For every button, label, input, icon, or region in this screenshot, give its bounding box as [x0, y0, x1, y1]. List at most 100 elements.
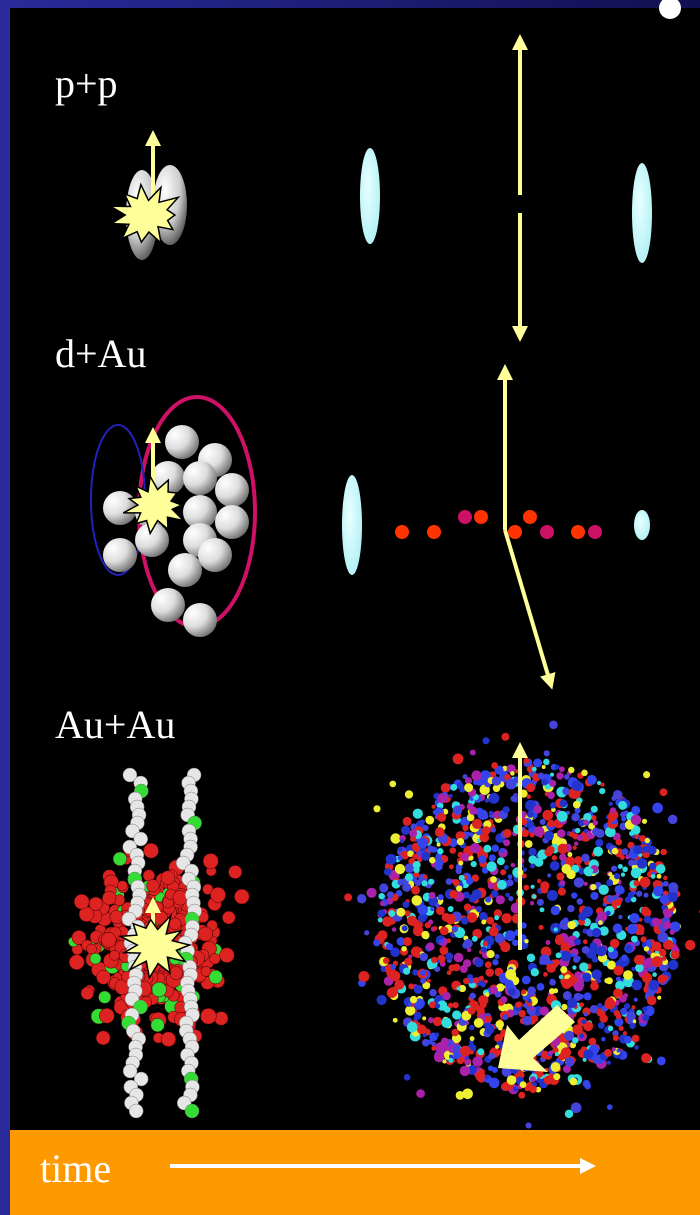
particle [572, 1037, 578, 1043]
particle [526, 783, 535, 792]
particle [490, 827, 496, 833]
particle [521, 989, 526, 994]
particle [546, 846, 554, 854]
particle [455, 868, 461, 874]
particle [427, 525, 441, 539]
particle [592, 928, 601, 937]
particle [542, 810, 553, 821]
particle [544, 1076, 553, 1085]
nucleon [169, 966, 182, 979]
particle [599, 885, 609, 895]
particle [583, 939, 588, 944]
particle [423, 875, 427, 879]
particle [592, 828, 600, 836]
particle [413, 867, 420, 874]
beam-remnant [360, 148, 380, 244]
particle [530, 1076, 536, 1082]
particle [483, 845, 491, 853]
particle [420, 819, 425, 824]
particle [431, 1042, 436, 1047]
particle [531, 1015, 538, 1022]
particle [560, 799, 568, 807]
particle [485, 961, 492, 968]
particle [417, 905, 428, 916]
particle [428, 919, 433, 924]
particle [575, 956, 580, 961]
particle [404, 1074, 411, 1081]
particle [644, 946, 649, 951]
particle [523, 868, 527, 872]
particle [571, 525, 585, 539]
particle [579, 1002, 584, 1007]
particle [613, 966, 623, 976]
particle [490, 876, 497, 883]
particle [616, 1048, 620, 1052]
particle [559, 975, 564, 980]
particle [431, 805, 435, 809]
particle [530, 901, 534, 905]
particle [440, 926, 449, 935]
particle [367, 888, 377, 898]
particle [486, 861, 496, 871]
nucleon [129, 1104, 143, 1118]
particle [533, 759, 542, 768]
particle [557, 829, 566, 838]
particle [412, 895, 423, 906]
nucleon [151, 1018, 165, 1032]
particle [614, 1010, 620, 1016]
particle [556, 772, 563, 779]
particle [631, 1005, 635, 1009]
particle [384, 868, 391, 875]
particle [573, 801, 581, 809]
nucleon [161, 871, 175, 885]
particle [588, 525, 602, 539]
particle [405, 1005, 415, 1015]
particle [613, 988, 623, 998]
particle [582, 1019, 587, 1024]
nucleon [185, 1104, 199, 1118]
particle [581, 770, 587, 776]
particle [558, 844, 568, 854]
particle [398, 847, 402, 851]
particle [527, 794, 531, 798]
particle [508, 874, 513, 879]
particle [574, 841, 578, 845]
particle [466, 878, 473, 885]
particle [518, 1010, 525, 1017]
particle [636, 891, 642, 897]
particle [606, 879, 613, 886]
particle [510, 771, 515, 776]
particle [396, 908, 405, 917]
particle [364, 930, 369, 935]
nucleon [183, 603, 217, 637]
particle [527, 998, 531, 1002]
particle [527, 811, 534, 818]
particle [488, 793, 499, 804]
particle [479, 1069, 485, 1075]
particle [544, 750, 550, 756]
particle [448, 906, 454, 912]
particle [390, 833, 400, 843]
particle [378, 930, 388, 940]
particle [457, 838, 464, 845]
particle [511, 863, 516, 868]
particle [528, 848, 536, 856]
particle [559, 766, 565, 772]
nucleon [222, 911, 235, 924]
particle [417, 851, 421, 855]
particle [490, 986, 498, 994]
particle [611, 865, 617, 871]
page: p+p d+Au Au+Au time (() => { const data … [0, 0, 700, 1215]
particle [494, 915, 499, 920]
particle [500, 869, 506, 875]
particle [452, 1045, 460, 1053]
particle [631, 806, 640, 815]
particle [623, 970, 633, 980]
particle [453, 805, 463, 815]
particle [407, 1022, 418, 1033]
particle [648, 846, 657, 855]
particle [582, 946, 590, 954]
particle [546, 940, 551, 945]
particle [593, 847, 603, 857]
particle [574, 938, 581, 945]
